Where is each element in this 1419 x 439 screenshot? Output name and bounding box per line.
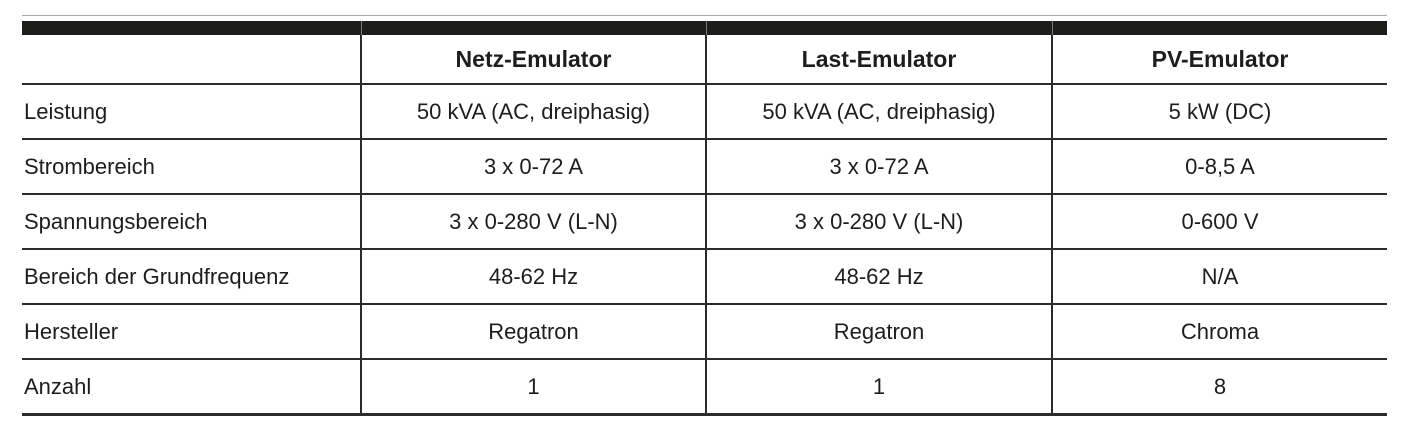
- corner-cell: [22, 35, 361, 85]
- cell-grundfrequenz-netz: 48-62 Hz: [360, 249, 706, 305]
- cell-spannungsbereich-last: 3 x 0-280 V (L-N): [705, 194, 1052, 250]
- col-header-netz-emulator: Netz-Emulator: [360, 35, 706, 85]
- row-label-spannungsbereich: Spannungsbereich: [22, 194, 361, 250]
- table-row: Anzahl 1 1 8: [22, 359, 1387, 416]
- row-label-leistung: Leistung: [22, 84, 361, 140]
- cell-grundfrequenz-pv: N/A: [1051, 249, 1387, 305]
- cell-leistung-pv: 5 kW (DC): [1051, 84, 1387, 140]
- cell-hersteller-netz: Regatron: [360, 304, 706, 360]
- row-label-hersteller: Hersteller: [22, 304, 361, 360]
- table-row: Hersteller Regatron Regatron Chroma: [22, 304, 1387, 360]
- cell-spannungsbereich-pv: 0-600 V: [1051, 194, 1387, 250]
- table-row: Bereich der Grundfrequenz 48-62 Hz 48-62…: [22, 249, 1387, 305]
- emulator-spec-table: Netz-Emulator Last-Emulator PV-Emulator …: [22, 15, 1387, 416]
- spec-table: Netz-Emulator Last-Emulator PV-Emulator …: [22, 35, 1387, 416]
- table-row: Leistung 50 kVA (AC, dreiphasig) 50 kVA …: [22, 84, 1387, 140]
- cell-strombereich-last: 3 x 0-72 A: [705, 139, 1052, 195]
- top-bar-segment: [22, 21, 361, 35]
- cell-anzahl-netz: 1: [360, 359, 706, 416]
- col-header-pv-emulator: PV-Emulator: [1051, 35, 1387, 85]
- header-row: Netz-Emulator Last-Emulator PV-Emulator: [22, 35, 1387, 85]
- top-bar-segment: [1052, 21, 1387, 35]
- row-label-grundfrequenz: Bereich der Grundfrequenz: [22, 249, 361, 305]
- cell-hersteller-pv: Chroma: [1051, 304, 1387, 360]
- cell-anzahl-last: 1: [705, 359, 1052, 416]
- table-row: Spannungsbereich 3 x 0-280 V (L-N) 3 x 0…: [22, 194, 1387, 250]
- cell-grundfrequenz-last: 48-62 Hz: [705, 249, 1052, 305]
- cell-leistung-netz: 50 kVA (AC, dreiphasig): [360, 84, 706, 140]
- col-header-last-emulator: Last-Emulator: [705, 35, 1052, 85]
- top-bar-segment: [706, 21, 1052, 35]
- table-row: Strombereich 3 x 0-72 A 3 x 0-72 A 0-8,5…: [22, 139, 1387, 195]
- cell-strombereich-pv: 0-8,5 A: [1051, 139, 1387, 195]
- cell-spannungsbereich-netz: 3 x 0-280 V (L-N): [360, 194, 706, 250]
- row-label-strombereich: Strombereich: [22, 139, 361, 195]
- cell-strombereich-netz: 3 x 0-72 A: [360, 139, 706, 195]
- cell-leistung-last: 50 kVA (AC, dreiphasig): [705, 84, 1052, 140]
- top-hairline: [22, 15, 1387, 16]
- row-label-anzahl: Anzahl: [22, 359, 361, 416]
- cell-anzahl-pv: 8: [1051, 359, 1387, 416]
- cell-hersteller-last: Regatron: [705, 304, 1052, 360]
- top-bar-segment: [361, 21, 706, 35]
- table-top-bar: [22, 21, 1387, 35]
